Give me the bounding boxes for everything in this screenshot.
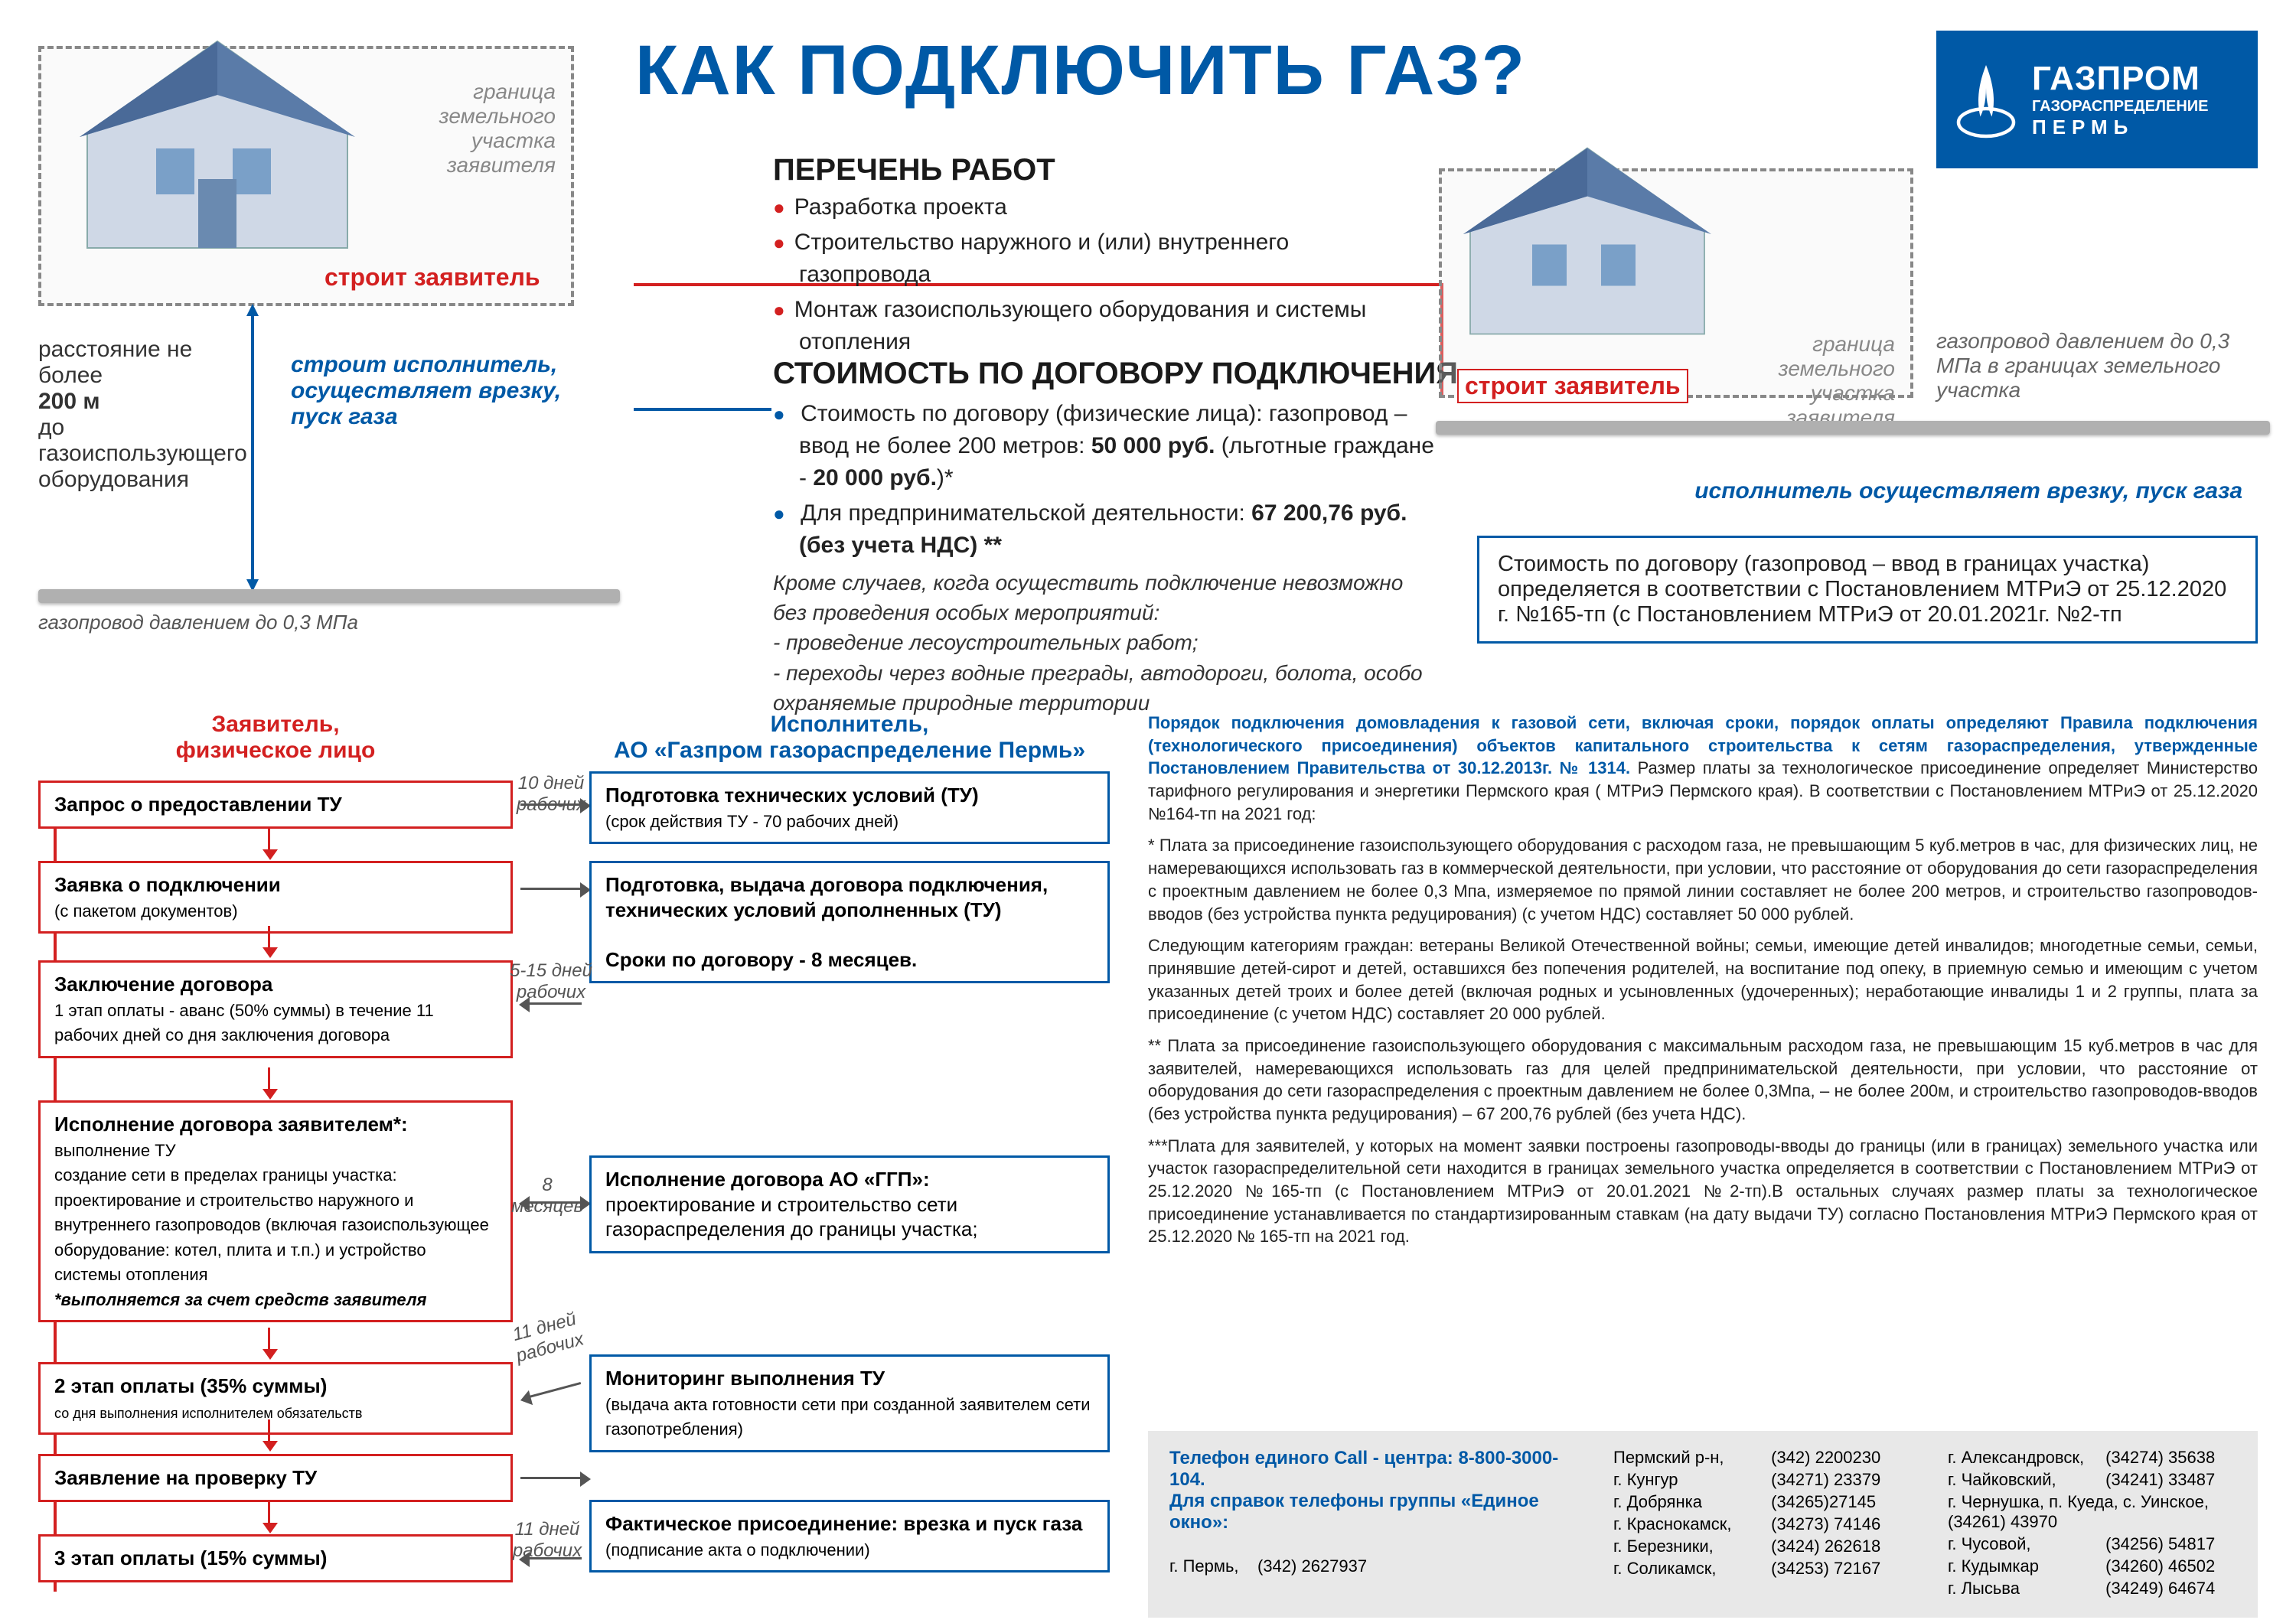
flow-box-r6: Фактическое присоединение: врезка и пуск… xyxy=(589,1500,1110,1572)
contact-row: г. Чусовой, (34256) 54817 xyxy=(1948,1534,2236,1554)
cost-note: Кроме случаев, когда осуществить подключ… xyxy=(773,568,1439,718)
distance-text: расстояние не более 200 м до газоиспольз… xyxy=(38,337,253,493)
contact-row: г. Чернушка, п. Куеда, с. Уинское, (3426… xyxy=(1948,1492,2236,1532)
cost-list: Стоимость по договору (физические лица):… xyxy=(773,398,1439,718)
flow-arrow-label: 11 дней рабочих xyxy=(501,1306,594,1370)
legal-p3: ** Плата за присоединение газоиспользующ… xyxy=(1148,1035,2258,1126)
flow-arrow xyxy=(520,1477,582,1479)
flow-arrow-down xyxy=(268,1328,270,1351)
boundary-label: граница земельного участка заявителя xyxy=(357,80,556,178)
flow-arrow xyxy=(520,888,582,890)
flow-arrow xyxy=(529,1382,581,1398)
flow-arrow-down xyxy=(268,828,270,851)
contact-row: г. Краснокамск, (34273) 74146 xyxy=(1613,1514,1902,1534)
logo-sub-text: ГАЗОРАСПРЕДЕЛЕНИЕ xyxy=(2032,98,2209,116)
works-list: Разработка проекта Строительство наружно… xyxy=(773,191,1401,361)
spravka-label: Для справок телефоны группы «Единое окно… xyxy=(1169,1491,1567,1533)
flow-arrow-down xyxy=(268,926,270,949)
flow-arrow-label: 11 дней рабочих xyxy=(505,1519,589,1562)
logo-main-text: ГАЗПРОМ xyxy=(2032,60,2209,98)
contact-row: г. Чайковский, (34241) 33487 xyxy=(1948,1470,2236,1490)
flow-box-l2: Заявка о подключении(с пакетом документо… xyxy=(38,861,513,934)
flow-box-r5: Мониторинг выполнения ТУ(выдача акта гот… xyxy=(589,1354,1110,1452)
flow-arrow-label: 10 дней рабочих xyxy=(513,773,589,816)
pipe-left xyxy=(38,589,620,603)
flow-box-r1: Подготовка технических условий (ТУ)(срок… xyxy=(589,771,1110,844)
flow-header-executor: Исполнитель, АО «Газпром газораспределен… xyxy=(589,712,1110,764)
legal-text: Порядок подключения домовладения к газов… xyxy=(1148,712,2258,1257)
cost-heading: СТОИМОСТЬ ПО ДОГОВОРУ ПОДКЛЮЧЕНИЯ xyxy=(773,357,1458,391)
contacts-box: Телефон единого Call - центра: 8-800-300… xyxy=(1148,1431,2258,1618)
contacts-col-1: Пермский р-н, (342) 2200230г. Кунгур (34… xyxy=(1613,1448,1902,1601)
legal-p4: ***Плата для заявителей, у которых на мо… xyxy=(1148,1135,2258,1248)
contact-row: г. Лысьва (34249) 64674 xyxy=(1948,1579,2236,1599)
flow-box-r2: Подготовка, выдача договора подключения,… xyxy=(589,861,1110,983)
flow-box-l3: Заключение договора1 этап оплаты - аванс… xyxy=(38,960,513,1058)
executor-text-right: исполнитель осуществляет врезку, пуск га… xyxy=(1630,478,2242,504)
flow-box-r4: Исполнение договора АО «ГГП»:проектирова… xyxy=(589,1155,1110,1253)
works-item: Монтаж газоиспользующего оборудования и … xyxy=(773,294,1401,358)
works-heading: ПЕРЕЧЕНЬ РАБОТ xyxy=(773,153,1055,187)
contact-row: г. Пермь, (342) 2627937 xyxy=(1169,1556,1567,1576)
call-center: Телефон единого Call - центра: 8-800-300… xyxy=(1169,1448,1567,1491)
flow-arrow-label: 5-15 дней рабочих xyxy=(509,960,593,1003)
contact-row: г. Александровск, (34274) 35638 xyxy=(1948,1448,2236,1468)
pipe-text-right: газопровод давлением до 0,3 МПа в границ… xyxy=(1936,329,2265,402)
contact-row: г. Соликамск, (34253) 72167 xyxy=(1613,1559,1902,1579)
flow-header-applicant: Заявитель, физическое лицо xyxy=(38,712,513,764)
flow-arrow-down xyxy=(268,1067,270,1090)
blue-connector xyxy=(634,408,771,411)
contact-row: г. Березники, (3424) 262618 xyxy=(1613,1537,1902,1556)
main-title: КАК ПОДКЛЮЧИТЬ ГАЗ? xyxy=(635,31,1526,111)
executor-text-left: строит исполнитель, осуществляет врезку,… xyxy=(291,352,612,430)
house-icon xyxy=(1450,133,1725,363)
flow-arrow-label: 8 месяцев xyxy=(505,1175,589,1217)
flow-box-l6: Заявление на проверку ТУ xyxy=(38,1454,513,1502)
flow-box-l1: Запрос о предоставлении ТУ xyxy=(38,781,513,829)
flow-box-l5: 2 этап оплаты (35% суммы)со дня выполнен… xyxy=(38,1362,513,1435)
legal-p1: * Плата за присоединение газоиспользующе… xyxy=(1148,834,2258,925)
flow-box-l4: Исполнение договора заявителем*:выполнен… xyxy=(38,1100,513,1322)
contact-row: г. Кудымкар (34260) 46502 xyxy=(1948,1556,2236,1576)
flame-icon xyxy=(1952,54,2020,145)
flow-arrow-down xyxy=(268,1419,270,1442)
cost-box-right: Стоимость по договору (газопровод – ввод… xyxy=(1477,536,2258,644)
contact-row: г. Кунгур (34271) 23379 xyxy=(1613,1470,1902,1490)
contact-row: г. Добрянка (34265)27145 xyxy=(1613,1492,1902,1512)
house-diagram-right: граница земельного участка заявителя стр… xyxy=(1439,168,1913,398)
flow-arrow-down xyxy=(268,1501,270,1524)
vertical-arrow-icon xyxy=(230,302,276,593)
boundary-label: граница земельного участка заявителя xyxy=(1711,332,1895,430)
contact-row: Пермский р-н, (342) 2200230 xyxy=(1613,1448,1902,1468)
legal-p2: Следующим категориям граждан: ветераны В… xyxy=(1148,934,2258,1025)
flow-box-l7: 3 этап оплаты (15% суммы) xyxy=(38,1534,513,1582)
logo-city-text: ПЕРМЬ xyxy=(2032,116,2209,139)
gazprom-logo: ГАЗПРОМ ГАЗОРАСПРЕДЕЛЕНИЕ ПЕРМЬ xyxy=(1936,31,2258,168)
house-icon xyxy=(64,26,370,279)
cost-item: Стоимость по договору (физические лица):… xyxy=(773,398,1439,494)
works-item: Разработка проекта xyxy=(773,191,1401,223)
pipe-label-left: газопровод давлением до 0,3 МПа xyxy=(38,611,358,634)
builds-applicant-label-right: строит заявитель xyxy=(1457,369,1688,403)
builds-applicant-label: строит заявитель xyxy=(325,263,540,292)
house-diagram-left: граница земельного участка заявителя стр… xyxy=(38,46,574,306)
contacts-col-2: г. Александровск, (34274) 35638г. Чайков… xyxy=(1948,1448,2236,1601)
cost-item: Для предпринимательской деятельности: 67… xyxy=(773,497,1439,562)
works-item: Строительство наружного и (или) внутренн… xyxy=(773,227,1401,291)
pipe-right xyxy=(1436,421,2270,435)
